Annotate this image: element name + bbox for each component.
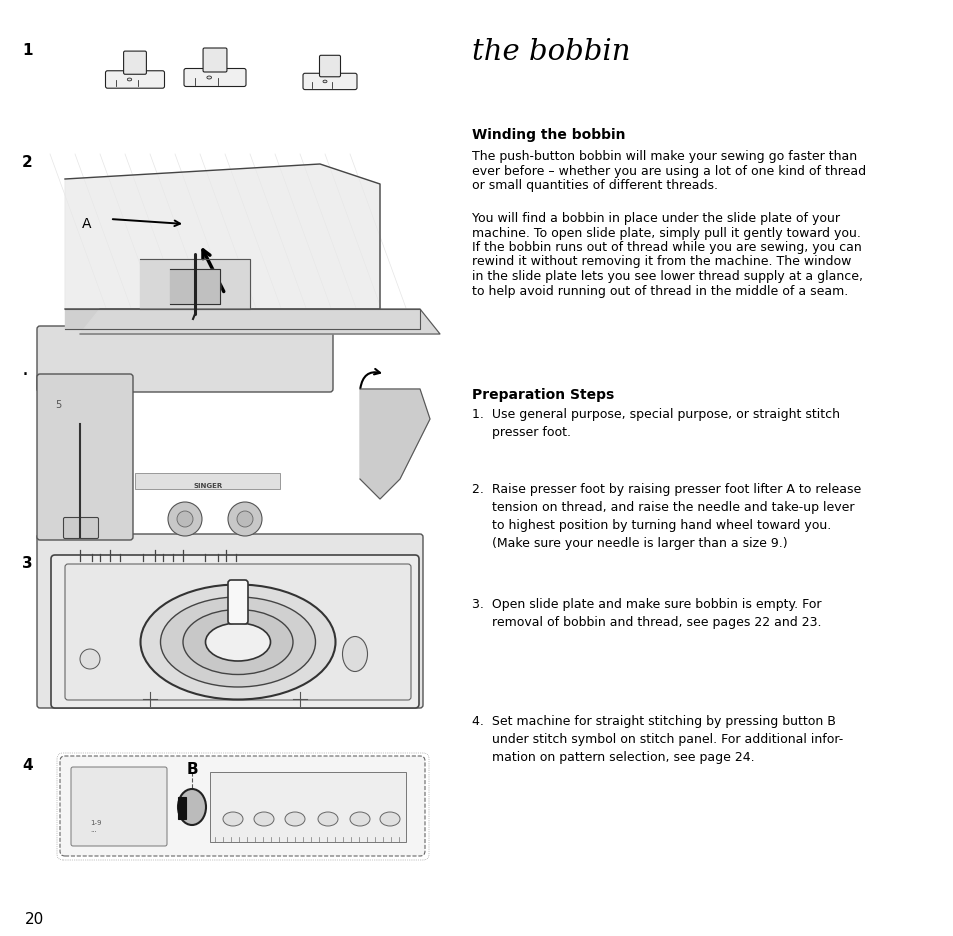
Text: ·: · — [22, 365, 29, 385]
Text: 1.  Use general purpose, special purpose, or straight stitch
     presser foot.: 1. Use general purpose, special purpose,… — [472, 407, 840, 439]
Ellipse shape — [342, 636, 367, 672]
Text: 1: 1 — [22, 43, 32, 58]
Ellipse shape — [317, 812, 337, 826]
Text: 2.  Raise presser foot by raising presser foot lifter A to release
     tension : 2. Raise presser foot by raising presser… — [472, 482, 861, 549]
FancyBboxPatch shape — [124, 52, 146, 75]
Ellipse shape — [183, 610, 293, 675]
Circle shape — [228, 503, 262, 536]
Text: Winding the bobbin: Winding the bobbin — [472, 128, 625, 142]
FancyBboxPatch shape — [203, 49, 227, 73]
Text: 5: 5 — [55, 400, 61, 410]
Ellipse shape — [205, 623, 271, 662]
Circle shape — [80, 650, 100, 669]
Ellipse shape — [323, 81, 327, 83]
Text: machine. To open slide plate, simply pull it gently toward you.: machine. To open slide plate, simply pul… — [472, 227, 860, 240]
Text: in the slide plate lets you see lower thread supply at a glance,: in the slide plate lets you see lower th… — [472, 270, 862, 283]
Circle shape — [236, 511, 253, 528]
FancyBboxPatch shape — [178, 797, 186, 819]
FancyBboxPatch shape — [37, 374, 132, 540]
FancyBboxPatch shape — [210, 772, 406, 842]
Polygon shape — [65, 310, 419, 329]
Circle shape — [168, 503, 202, 536]
Ellipse shape — [207, 77, 212, 80]
Text: 1-9
...: 1-9 ... — [90, 819, 101, 832]
Circle shape — [177, 511, 193, 528]
Ellipse shape — [140, 585, 335, 700]
Text: or small quantities of different threads.: or small quantities of different threads… — [472, 179, 718, 192]
Polygon shape — [359, 389, 430, 500]
FancyBboxPatch shape — [64, 518, 98, 539]
FancyBboxPatch shape — [184, 69, 246, 87]
Text: The push-button bobbin will make your sewing go faster than: The push-button bobbin will make your se… — [472, 150, 856, 163]
Text: the bobbin: the bobbin — [472, 38, 630, 66]
Polygon shape — [140, 259, 250, 310]
Text: ever before – whether you are using a lot of one kind of thread: ever before – whether you are using a lo… — [472, 165, 865, 177]
FancyBboxPatch shape — [135, 474, 280, 490]
Text: 2: 2 — [22, 154, 32, 169]
FancyBboxPatch shape — [228, 580, 248, 624]
Text: You will find a bobbin in place under the slide plate of your: You will find a bobbin in place under th… — [472, 212, 840, 225]
Text: If the bobbin runs out of thread while you are sewing, you can: If the bobbin runs out of thread while y… — [472, 241, 861, 254]
Text: 4: 4 — [22, 757, 32, 772]
Polygon shape — [65, 165, 379, 310]
FancyBboxPatch shape — [60, 756, 424, 856]
Polygon shape — [80, 310, 439, 335]
FancyBboxPatch shape — [319, 56, 340, 78]
Text: 3: 3 — [22, 555, 32, 570]
Ellipse shape — [223, 812, 243, 826]
Text: 3.  Open slide plate and make sure bobbin is empty. For
     removal of bobbin a: 3. Open slide plate and make sure bobbin… — [472, 597, 821, 628]
Text: Preparation Steps: Preparation Steps — [472, 388, 614, 402]
Text: B: B — [186, 761, 197, 776]
FancyBboxPatch shape — [37, 327, 333, 392]
Ellipse shape — [178, 789, 206, 826]
FancyBboxPatch shape — [51, 555, 418, 709]
Ellipse shape — [253, 812, 274, 826]
Ellipse shape — [379, 812, 399, 826]
Ellipse shape — [285, 812, 305, 826]
FancyBboxPatch shape — [37, 534, 422, 709]
FancyBboxPatch shape — [106, 72, 164, 89]
Text: rewind it without removing it from the machine. The window: rewind it without removing it from the m… — [472, 256, 850, 269]
Polygon shape — [170, 270, 220, 305]
FancyBboxPatch shape — [71, 768, 167, 846]
FancyBboxPatch shape — [65, 564, 411, 700]
Ellipse shape — [160, 597, 315, 687]
Text: to help avoid running out of thread in the middle of a seam.: to help avoid running out of thread in t… — [472, 285, 847, 298]
Ellipse shape — [350, 812, 370, 826]
Ellipse shape — [127, 79, 132, 81]
Text: SINGER: SINGER — [193, 482, 222, 489]
Text: 20: 20 — [25, 911, 44, 926]
Text: 4.  Set machine for straight stitching by pressing button B
     under stitch sy: 4. Set machine for straight stitching by… — [472, 714, 842, 763]
FancyBboxPatch shape — [303, 74, 356, 91]
Text: A: A — [82, 217, 91, 231]
